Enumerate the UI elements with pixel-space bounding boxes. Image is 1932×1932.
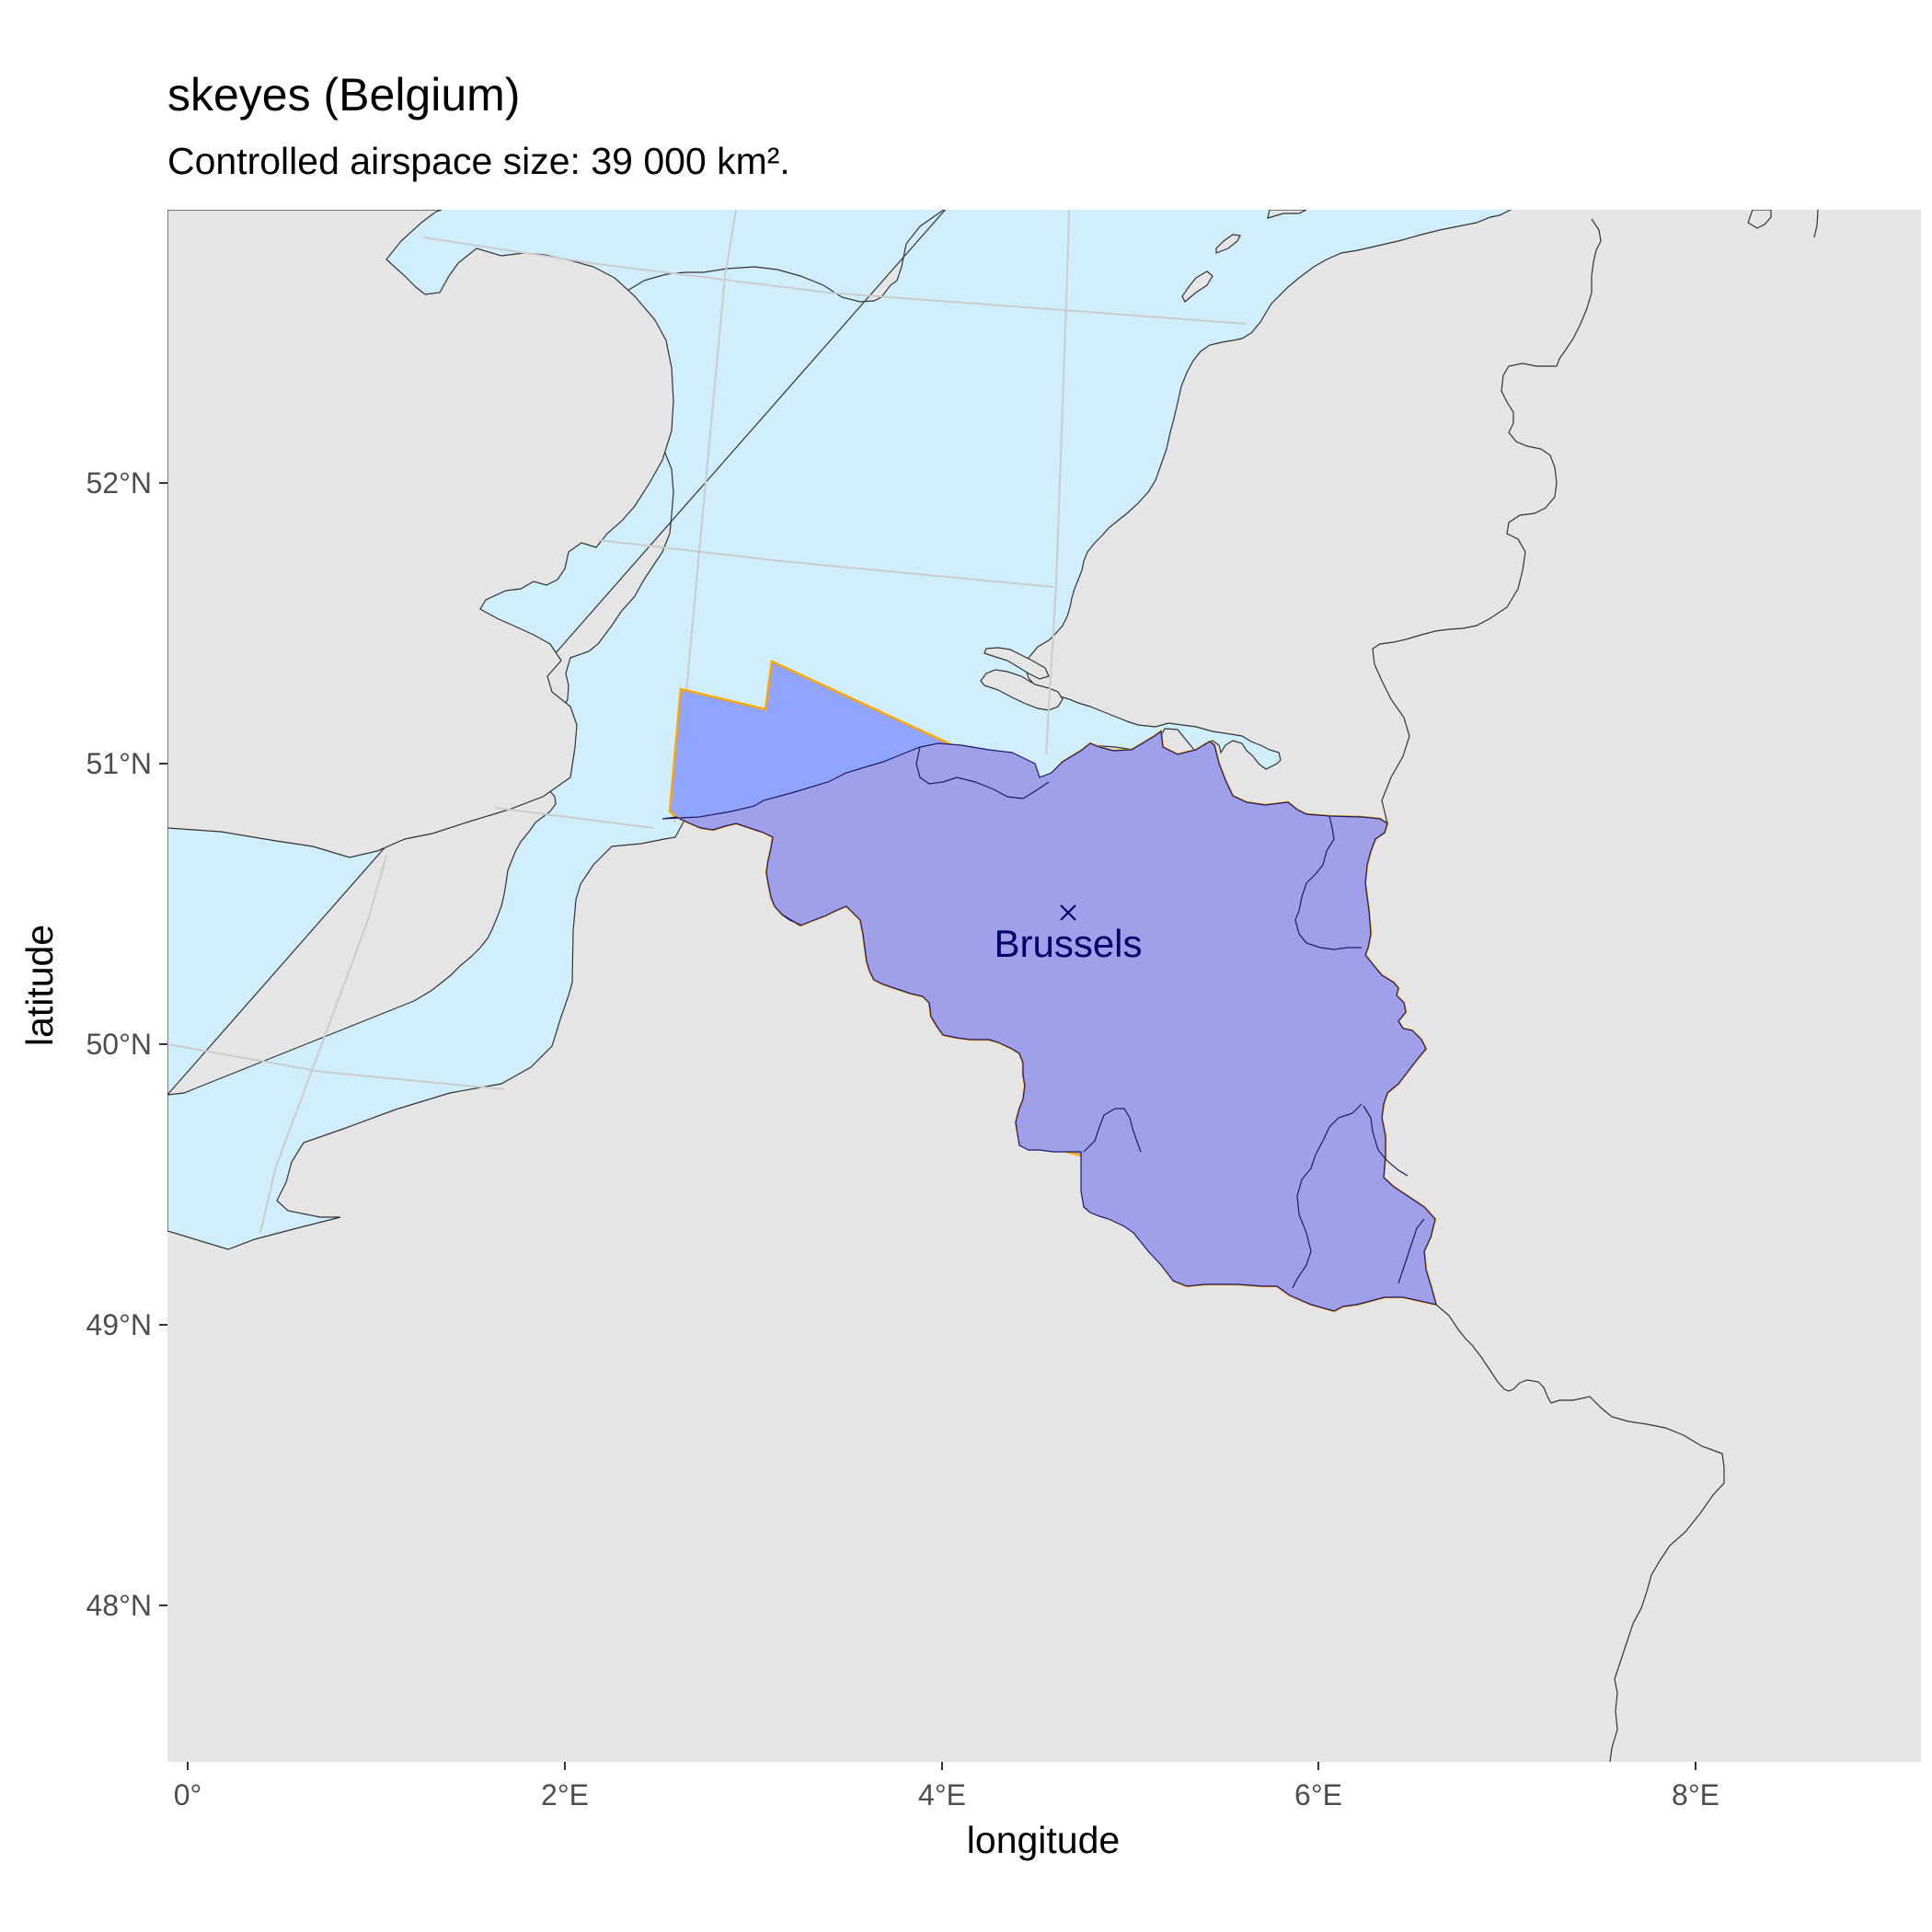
city-label: Brussels [994,922,1142,965]
y-tick-label: 48°N [86,1589,153,1622]
y-tick: 52°N [86,466,167,500]
y-tick: 49°N [86,1308,167,1341]
y-tick: 50°N [86,1028,167,1061]
y-axis: 52°N 51°N 50°N 49°N 48°N [86,466,167,1622]
y-tick-label: 49°N [86,1308,153,1341]
belgium-country [661,730,1437,1312]
x-axis: 0° 2°E 4°E 6°E 8°E [174,1762,1719,1811]
y-tick-label: 52°N [86,466,153,500]
x-tick: 8°E [1672,1762,1719,1811]
y-tick-label: 51°N [86,747,153,780]
island-shape [1747,210,1772,229]
chart-title: skeyes (Belgium) [167,69,521,121]
graticule [167,210,1248,1234]
island-shape [1267,210,1307,219]
x-tick-label: 0° [174,1778,202,1811]
x-tick-label: 2°E [541,1778,589,1811]
x-tick-label: 4°E [918,1778,966,1811]
x-tick: 6°E [1294,1762,1342,1811]
y-tick: 51°N [86,747,167,780]
country-borders [1372,218,1725,1763]
great-britain-land [167,210,674,858]
chart-subtitle: Controlled airspace size: 39 000 km². [167,140,790,182]
coastline-detail [1813,210,1819,238]
island-shape [1181,270,1213,303]
x-tick: 4°E [918,1762,966,1811]
y-axis-title: latitude [18,925,61,1046]
island-shape [983,647,1050,680]
x-tick-label: 6°E [1294,1778,1342,1811]
x-tick-label: 8°E [1672,1778,1719,1811]
y-tick-label: 50°N [86,1028,153,1061]
city-marker [1060,904,1076,921]
y-tick: 48°N [86,1589,167,1622]
island-shape [1215,234,1241,254]
x-axis-title: longitude [967,1819,1120,1861]
island-shape [980,669,1064,711]
x-tick: 2°E [541,1762,589,1811]
x-tick: 0° [174,1762,202,1811]
internal-borders [781,746,1425,1289]
